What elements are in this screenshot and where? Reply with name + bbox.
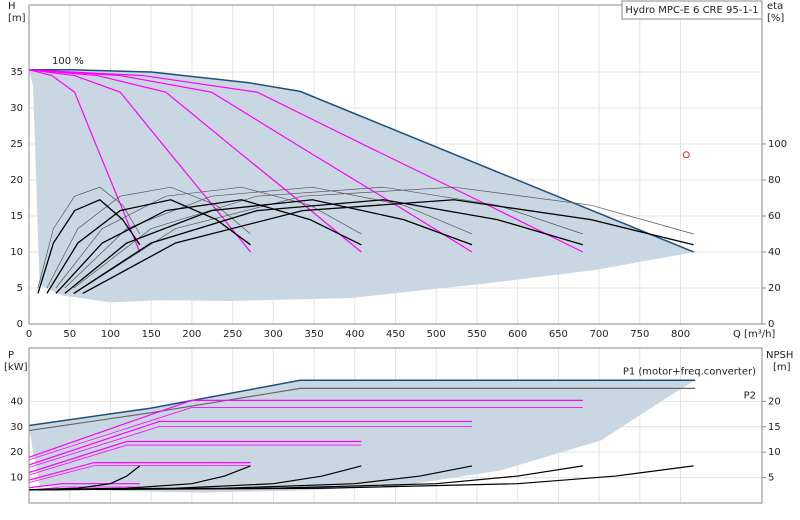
y-tick-label: 10	[10, 247, 23, 258]
x-tick-label: 300	[264, 329, 283, 340]
chart-title: Hydro MPC-E 6 CRE 95-1-1	[625, 5, 758, 16]
y-axis-label: H	[8, 1, 16, 12]
x-tick-label: 0	[26, 329, 32, 340]
curve	[29, 69, 584, 253]
curve	[29, 426, 473, 468]
y-axis-label: P	[8, 350, 14, 361]
y-tick-label: 25	[10, 139, 23, 150]
y-tick-label: 30	[10, 422, 23, 433]
curve	[64, 186, 473, 289]
curve	[29, 407, 583, 461]
x-tick-label: 700	[590, 329, 609, 340]
x-tick-label: 200	[182, 329, 201, 340]
x-axis-label: Q [m³/h]	[733, 329, 775, 340]
y-tick-label: 20	[10, 447, 23, 458]
x-tick-label: 250	[223, 329, 242, 340]
y-tick-label: 40	[10, 396, 23, 407]
curve	[73, 199, 584, 294]
y2-axis-unit: [m]	[773, 362, 791, 373]
operating-area	[29, 380, 696, 493]
y2-tick-label: 60	[768, 211, 781, 222]
legend-label: P1 (motor+freq.converter)	[623, 366, 756, 377]
y-tick-label: 30	[10, 103, 23, 114]
y-tick-label: 35	[10, 67, 23, 78]
curve	[29, 465, 251, 484]
curve	[82, 199, 694, 294]
y2-tick-label: 15	[768, 422, 781, 433]
y2-tick-label: 80	[768, 175, 781, 186]
top-frame	[28, 4, 763, 325]
curve	[29, 69, 694, 253]
x-tick-label: 800	[671, 329, 690, 340]
y2-tick-label: 20	[768, 283, 781, 294]
x-tick-label: 100	[101, 329, 120, 340]
curve	[29, 379, 696, 427]
x-tick-label: 450	[386, 329, 405, 340]
bottom-plot	[29, 348, 762, 503]
curve	[29, 399, 583, 458]
y-axis-unit: [kW]	[4, 362, 28, 373]
y2-axis-label: eta	[767, 1, 783, 12]
curve	[29, 69, 141, 253]
operating-area	[29, 69, 696, 303]
annotation: 100 %	[52, 56, 84, 67]
y2-tick-label: 5	[768, 473, 774, 484]
x-tick-label: 50	[63, 329, 76, 340]
bottom-frame	[28, 347, 763, 504]
x-tick-label: 550	[467, 329, 486, 340]
x-tick-label: 650	[549, 329, 568, 340]
curve	[29, 440, 362, 474]
curve	[29, 465, 694, 491]
duty-point	[682, 151, 690, 159]
curve	[37, 199, 141, 294]
y-axis-unit: [m]	[8, 13, 26, 24]
x-tick-label: 350	[305, 329, 324, 340]
y2-tick-label: 40	[768, 247, 781, 258]
y2-tick-label: 0	[768, 319, 774, 330]
y-tick-label: 0	[17, 319, 23, 330]
x-tick-label: 750	[630, 329, 649, 340]
y-tick-label: 20	[10, 175, 23, 186]
y2-tick-label: 20	[768, 396, 781, 407]
top-plot	[29, 5, 762, 324]
curve	[55, 199, 362, 294]
y2-axis-unit: [%]	[767, 13, 784, 24]
curve	[29, 444, 362, 476]
x-tick-label: 400	[345, 329, 364, 340]
curve	[29, 483, 140, 489]
curve	[64, 199, 473, 294]
curve	[46, 199, 251, 294]
y2-tick-label: 10	[768, 447, 781, 458]
y2-axis-label: NPSH	[766, 350, 793, 361]
curve	[29, 461, 251, 481]
curve	[82, 186, 694, 289]
title-box	[621, 0, 763, 20]
curve	[29, 69, 473, 253]
y-tick-label: 10	[10, 473, 23, 484]
curve	[29, 69, 251, 253]
x-tick-label: 500	[427, 329, 446, 340]
x-tick-label: 600	[508, 329, 527, 340]
y-tick-label: 5	[17, 283, 23, 294]
curve	[29, 420, 473, 466]
curve	[29, 69, 362, 253]
y-tick-label: 15	[10, 211, 23, 222]
x-tick-label: 150	[142, 329, 161, 340]
legend-label: P2	[744, 390, 756, 401]
y2-tick-label: 100	[768, 139, 787, 150]
